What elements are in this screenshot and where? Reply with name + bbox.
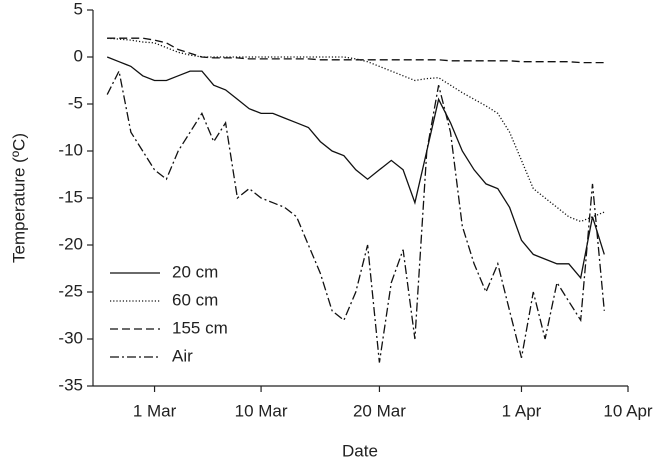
x-axis-label: Date xyxy=(342,441,378,460)
legend-label: 155 cm xyxy=(172,318,228,337)
x-tick-label: 20 Mar xyxy=(353,401,406,420)
y-tick-label: -15 xyxy=(58,187,83,206)
y-tick-label: -10 xyxy=(58,140,83,159)
series-line xyxy=(107,37,605,223)
y-tick-label: 5 xyxy=(74,0,83,18)
y-tick-label: -30 xyxy=(58,328,83,347)
x-tick-label: 1 Mar xyxy=(133,401,177,420)
x-tick-label: 10 Mar xyxy=(235,401,288,420)
y-tick-label: -5 xyxy=(68,93,83,112)
series-line xyxy=(106,69,605,363)
legend-label: 20 cm xyxy=(172,262,218,281)
y-tick-label: 0 xyxy=(74,46,83,65)
y-tick-label: -35 xyxy=(58,375,83,394)
legend-label: 60 cm xyxy=(172,290,218,309)
y-axis-label: Temperature (ºC) xyxy=(9,133,28,263)
y-tick-label: -25 xyxy=(58,281,83,300)
series-line xyxy=(106,56,605,280)
legend-label: Air xyxy=(172,346,193,365)
x-tick-label: 1 Apr xyxy=(502,401,542,420)
series-line xyxy=(107,37,605,64)
y-tick-label: -20 xyxy=(58,234,83,253)
x-tick-label: 10 Apr xyxy=(603,401,652,420)
